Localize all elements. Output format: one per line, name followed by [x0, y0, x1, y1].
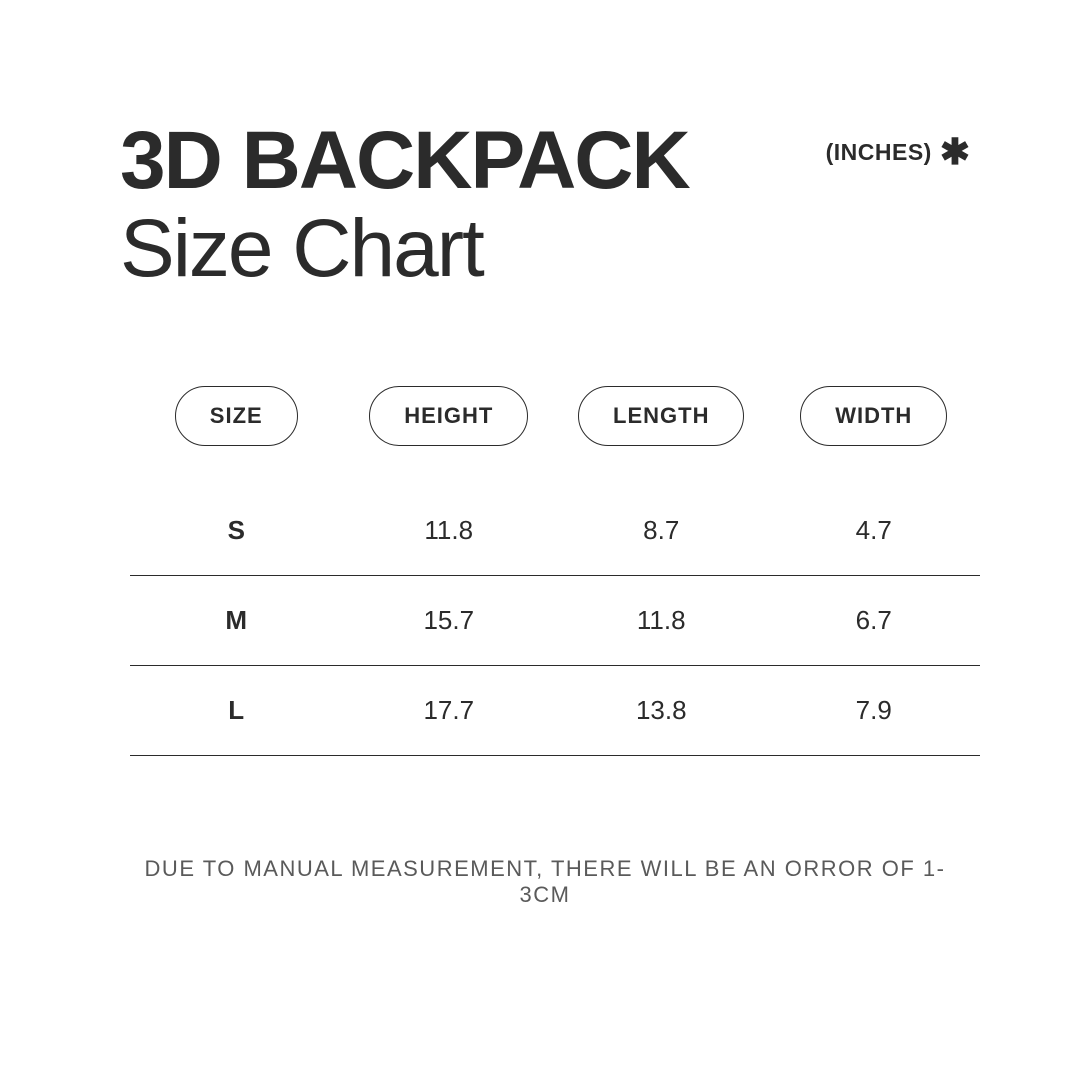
table-header-cell: LENGTH	[555, 386, 768, 446]
title-light: Size Chart	[120, 202, 689, 296]
unit-block: (INCHES) ✱	[826, 134, 970, 170]
cell-width: 7.9	[768, 695, 981, 726]
cell-length: 13.8	[555, 695, 768, 726]
cell-size: L	[130, 695, 343, 726]
column-header-length: LENGTH	[578, 386, 744, 446]
footnote: DUE TO MANUAL MEASUREMENT, THERE WILL BE…	[120, 856, 970, 908]
table-row: M 15.7 11.8 6.7	[130, 576, 980, 666]
table-header-cell: SIZE	[130, 386, 343, 446]
title-block: 3D BACKPACK Size Chart	[120, 120, 689, 296]
column-header-size: SIZE	[175, 386, 298, 446]
cell-size: S	[130, 515, 343, 546]
column-header-height: HEIGHT	[369, 386, 528, 446]
title-bold: 3D BACKPACK	[120, 120, 689, 202]
cell-width: 4.7	[768, 515, 981, 546]
cell-width: 6.7	[768, 605, 981, 636]
table-header-row: SIZE HEIGHT LENGTH WIDTH	[130, 386, 980, 446]
table-row: L 17.7 13.8 7.9	[130, 666, 980, 756]
size-table: SIZE HEIGHT LENGTH WIDTH S 11.8 8.7 4.7 …	[130, 386, 980, 756]
table-row: S 11.8 8.7 4.7	[130, 486, 980, 576]
header: 3D BACKPACK Size Chart (INCHES) ✱	[120, 120, 970, 296]
asterisk-icon: ✱	[940, 134, 970, 170]
unit-label: (INCHES)	[826, 139, 932, 166]
table-header-cell: WIDTH	[768, 386, 981, 446]
table-header-cell: HEIGHT	[343, 386, 556, 446]
cell-length: 8.7	[555, 515, 768, 546]
cell-height: 17.7	[343, 695, 556, 726]
cell-length: 11.8	[555, 605, 768, 636]
cell-height: 15.7	[343, 605, 556, 636]
column-header-width: WIDTH	[800, 386, 947, 446]
cell-size: M	[130, 605, 343, 636]
cell-height: 11.8	[343, 515, 556, 546]
